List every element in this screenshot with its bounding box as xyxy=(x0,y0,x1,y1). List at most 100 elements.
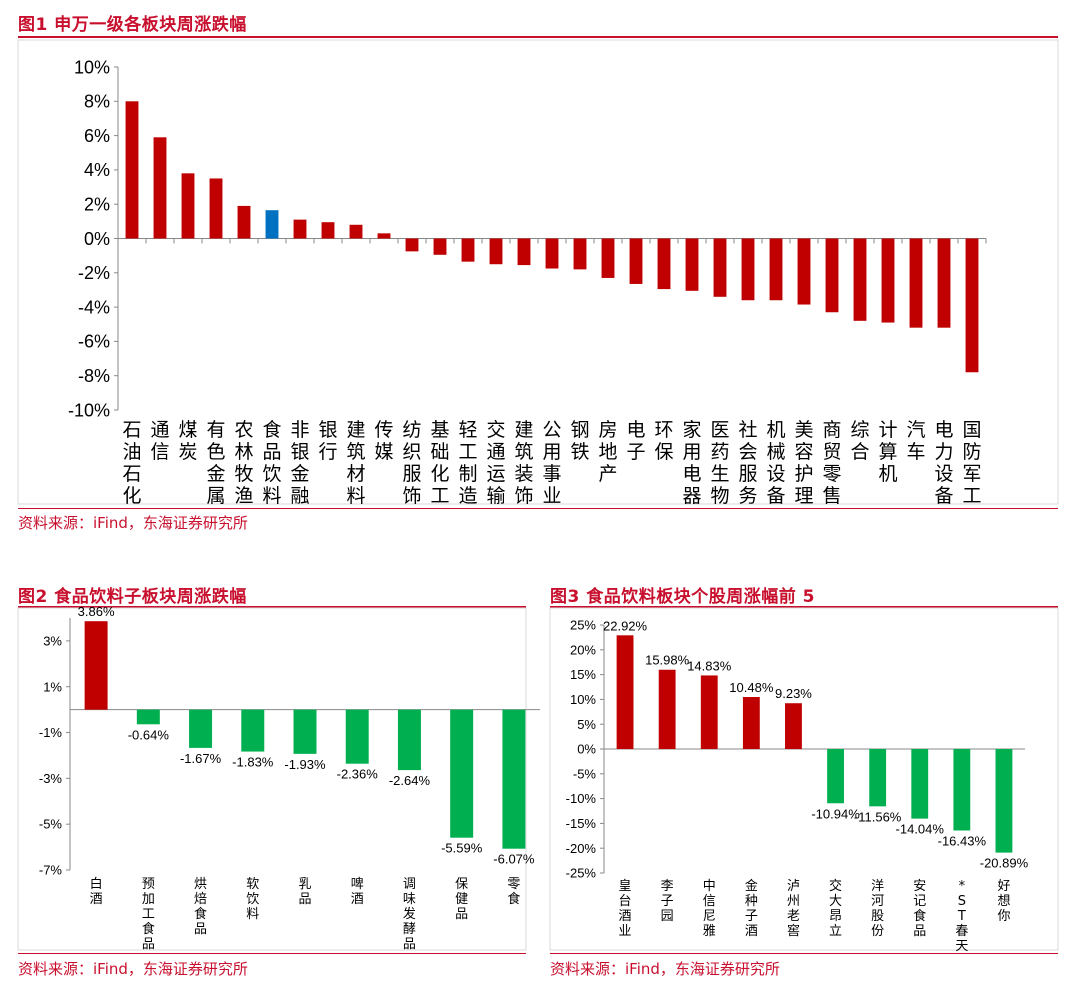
x-category-label: 国防军工 xyxy=(962,419,981,507)
data-label: -0.64% xyxy=(128,727,170,742)
bar-计算机 xyxy=(881,238,895,323)
bar-*ST春天 xyxy=(953,749,971,831)
x-category-label: 食品饮料 xyxy=(262,419,281,507)
bar-乳品 xyxy=(293,709,317,754)
x-category-label: 软饮料 xyxy=(246,877,259,922)
y-tick-label: -8% xyxy=(78,366,110,386)
figure2-title: 图2 食品饮料子板块周涨跌幅 xyxy=(18,587,247,607)
figure1-source: 资料来源：iFind，东海证券研究所 xyxy=(18,514,248,532)
y-tick-label: 5% xyxy=(577,717,596,732)
bar-综合 xyxy=(853,238,867,321)
bar-轻工制造 xyxy=(461,238,475,262)
x-category-label: 纺织服饰 xyxy=(402,419,421,507)
x-category-label: 商贸零售 xyxy=(822,419,841,507)
y-tick-label: -1% xyxy=(39,725,63,740)
y-tick-label: 15% xyxy=(570,667,596,682)
y-tick-label: 25% xyxy=(570,618,596,633)
bar-交大昂立 xyxy=(827,749,844,804)
bar-汽车 xyxy=(909,238,923,328)
plot-area xyxy=(17,607,527,951)
bar-泸州老窖 xyxy=(785,703,802,749)
x-category-label: 银行 xyxy=(318,419,337,463)
bar-美容护理 xyxy=(797,238,811,305)
bar-医药生物 xyxy=(713,238,727,297)
x-category-label: 乳品 xyxy=(298,877,311,907)
bar-银行 xyxy=(321,222,335,239)
y-tick-label: 2% xyxy=(84,195,110,215)
x-category-label: 房地产 xyxy=(598,419,617,485)
x-category-label: 农林牧渔 xyxy=(234,419,253,507)
data-label: -1.93% xyxy=(284,757,326,772)
figure3-title: 图3 食品饮料板块个股周涨幅前 5 xyxy=(550,587,815,607)
y-tick-label: 1% xyxy=(43,679,62,694)
y-tick-label: -7% xyxy=(39,863,63,878)
x-category-label: 泸州老窖 xyxy=(787,879,800,939)
bar-调味发酵品 xyxy=(397,709,421,771)
x-category-label: 基础化工 xyxy=(430,419,449,507)
x-category-label: 白酒 xyxy=(90,876,103,907)
data-label: 22.92% xyxy=(603,618,648,633)
x-category-label: 通信 xyxy=(150,419,169,463)
data-label: 10.48% xyxy=(729,680,774,695)
data-label: -5.59% xyxy=(441,841,483,856)
x-category-label: 钢铁 xyxy=(570,419,589,463)
chart3: 25% 20% 15% 10% 5% 0% -5% -10% -15% -20% -25% 22.92… xyxy=(549,607,1059,954)
bar-电力设备 xyxy=(937,238,951,328)
data-label: 14.83% xyxy=(687,658,732,673)
x-category-label: 交通运输 xyxy=(486,419,505,507)
data-label: 9.23% xyxy=(775,686,812,701)
y-tick-label: -5% xyxy=(573,766,597,781)
x-category-label: 非银金融 xyxy=(290,419,309,507)
plot-area xyxy=(549,607,1059,951)
x-category-label: 石油石化 xyxy=(122,419,141,507)
bar-建筑装饰 xyxy=(517,238,531,266)
data-label: 15.98% xyxy=(645,653,690,668)
bar-皇台酒业 xyxy=(616,635,634,749)
bar-环保 xyxy=(657,238,671,290)
bar-基础化工 xyxy=(433,238,447,255)
bar-洋河股份 xyxy=(869,749,887,807)
bar-零食 xyxy=(502,709,526,849)
x-category-label: 烘焙食品 xyxy=(194,877,207,937)
bar-农林牧渔 xyxy=(237,205,251,239)
x-category-label: 电子 xyxy=(626,419,645,463)
bar-公用事业 xyxy=(545,238,559,269)
y-tick-label: -6% xyxy=(78,332,110,352)
x-category-label: 轻工制造 xyxy=(458,419,477,507)
x-category-label: 中信尼雅 xyxy=(703,879,716,939)
bar-食品饮料 xyxy=(265,210,279,239)
bar-安记食品 xyxy=(911,749,929,819)
x-category-label: 机械设备 xyxy=(766,419,785,507)
bar-通信 xyxy=(153,137,167,239)
y-tick-label: -15% xyxy=(566,816,597,831)
figure3-source-rule xyxy=(550,953,1058,954)
data-label: -14.04% xyxy=(896,822,945,837)
y-tick-label: -10% xyxy=(68,400,110,420)
figure2-source: 资料来源：iFind，东海证券研究所 xyxy=(18,960,248,978)
figure1-source-rule xyxy=(18,508,1058,509)
y-tick-label: 20% xyxy=(570,642,596,657)
data-label: -1.67% xyxy=(180,751,222,766)
figure1-title: 图1 申万一级各板块周涨跌幅 xyxy=(18,15,247,35)
bar-有色金属 xyxy=(209,178,223,239)
data-label: 3.86% xyxy=(78,604,115,619)
y-tick-label: 10% xyxy=(74,57,110,77)
bar-电子 xyxy=(629,238,643,284)
bar-保健品 xyxy=(450,709,474,838)
x-category-label: 公用事业 xyxy=(542,419,561,507)
x-category-label: * S T 春天 xyxy=(955,879,968,954)
bar-商贸零售 xyxy=(825,238,839,313)
y-tick-label: -4% xyxy=(78,297,110,317)
y-tick-label: 3% xyxy=(43,633,62,648)
bar-钢铁 xyxy=(573,238,587,270)
y-tick-label: -20% xyxy=(566,841,597,856)
bar-交通运输 xyxy=(489,238,503,265)
bar-李子园 xyxy=(658,669,676,749)
x-category-label: 电力设备 xyxy=(934,419,953,507)
bar-非银金融 xyxy=(293,219,307,239)
plot-area xyxy=(17,39,1059,505)
figure2-source-rule xyxy=(18,953,526,954)
y-tick-label: -10% xyxy=(566,791,597,806)
x-category-label: 保健品 xyxy=(455,877,468,922)
x-category-label: 洋河股份 xyxy=(871,879,884,939)
